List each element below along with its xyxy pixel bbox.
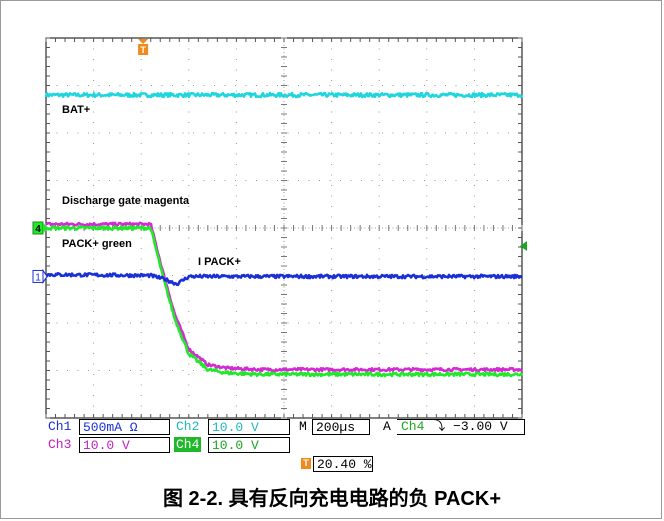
timebase-box: 200µs	[312, 419, 370, 435]
m-label: M	[299, 419, 307, 434]
ch4-scale: 10.0 V	[212, 438, 259, 453]
trigger-arrow-icon	[138, 39, 149, 44]
ch2-name: Ch2	[176, 419, 200, 434]
trace-ch3	[45, 221, 523, 373]
trigger-level: −3.00 V	[453, 419, 508, 434]
ch1-marker-arrow	[42, 268, 48, 285]
ipack-label: I PACK+	[198, 256, 241, 268]
discharge-gate-label: Discharge gate magenta	[62, 195, 190, 207]
trigger-level-icon	[520, 241, 527, 251]
pack-label: PACK+ green	[62, 238, 132, 250]
figure-caption: 图 2-2. 具有反向充电电路的负 PACK+	[163, 488, 501, 510]
ch2-readout: Ch2	[176, 419, 199, 434]
trigger-marker-box	[138, 44, 149, 55]
ch4-scale-box: 10.0 V	[208, 437, 290, 453]
bat-label: BAT+	[62, 104, 91, 116]
trace-ch1	[45, 271, 524, 287]
a-label: A	[383, 419, 391, 434]
ch4-marker-label: 4	[35, 224, 41, 235]
ch4-readout: Ch4	[174, 437, 202, 452]
ch4-marker-arrow	[43, 222, 47, 234]
ch3-scale: 10.0 V	[83, 438, 130, 453]
ch3-scale-box: 10.0 V	[79, 437, 170, 453]
scope-grid	[45, 37, 523, 419]
ch1-scale-box: 500mA Ω	[79, 419, 170, 435]
trigger-position-icon: T	[301, 458, 311, 469]
timebase: 200µs	[316, 420, 356, 435]
trace-ch4	[44, 225, 524, 378]
ch2-scale: 10.0 V	[212, 420, 259, 435]
marker-layer: 4 1 T	[32, 39, 527, 285]
ch3-name: Ch3	[48, 437, 72, 452]
ch4-name: Ch4	[176, 437, 200, 452]
ch1-scale: 500mA Ω	[83, 420, 138, 435]
ch1-name: Ch1	[48, 419, 72, 434]
trace-layer	[44, 91, 524, 378]
trace-ch2	[44, 91, 524, 99]
ch3-readout: Ch3	[48, 437, 71, 452]
ch1-marker-label: 1	[35, 272, 41, 283]
trigger-position: 20.40 %	[317, 457, 372, 472]
trigger-readout: Ch4 ⤵ −3.00 V	[401, 419, 508, 434]
trigger-source: Ch4	[401, 419, 425, 434]
trigger-position-glyph: T	[303, 458, 309, 468]
trigger-marker-label: T	[140, 45, 146, 55]
trigger-readout-border	[397, 419, 525, 435]
trigger-position-box: 20.40 %	[313, 456, 373, 472]
trigger-slope-icon: ⤵	[432, 419, 446, 434]
ch2-scale-box: 10.0 V	[208, 419, 290, 435]
ch1-readout: Ch1	[48, 419, 71, 434]
